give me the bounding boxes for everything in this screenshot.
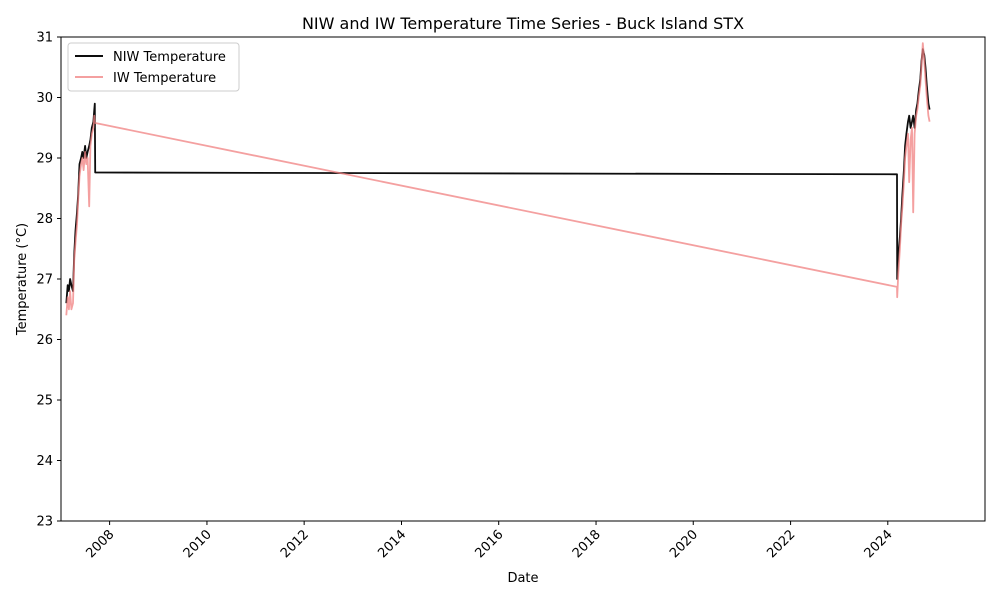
y-tick-label: 29 (36, 152, 53, 167)
legend-label-iw: IW Temperature (113, 71, 216, 86)
y-tick-label: 24 (36, 454, 53, 469)
y-tick-label: 25 (36, 394, 53, 409)
y-tick-label: 31 (36, 31, 53, 46)
y-tick-label: 26 (36, 333, 53, 348)
legend-box (67, 42, 240, 92)
y-axis: 23 24 25 26 27 28 29 30 31 (36, 31, 61, 530)
x-axis-label: Date (507, 571, 538, 586)
series-layer (65, 42, 931, 316)
y-tick-label: 28 (36, 212, 53, 227)
y-tick-label: 30 (36, 91, 53, 106)
y-tick-label: 27 (36, 273, 53, 288)
legend-label-niw: NIW Temperature (113, 50, 226, 65)
legend: NIW Temperature IW Temperature (67, 42, 240, 92)
y-tick-label: 23 (36, 515, 53, 530)
series-line-iw (65, 42, 931, 316)
y-axis-label: Temperature (°C) (15, 223, 30, 336)
chart-title: NIW and IW Temperature Time Series - Buc… (302, 14, 744, 33)
